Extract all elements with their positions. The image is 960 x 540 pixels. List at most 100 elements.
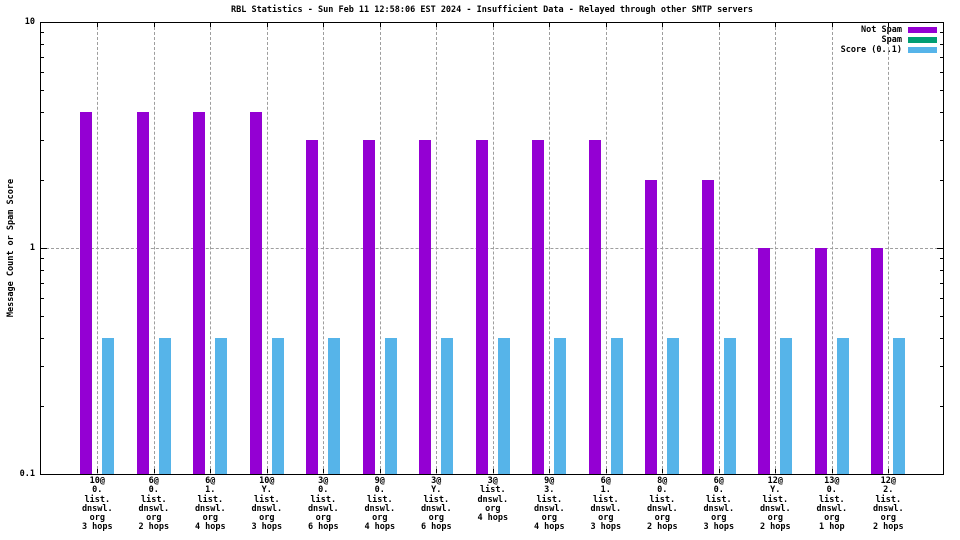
x-category-label-line: 6 hops xyxy=(420,522,452,533)
bar-not-spam xyxy=(249,111,262,474)
x-category-label-line: 2 hops xyxy=(872,522,904,533)
legend-row-score-0-1: Score (0..1) xyxy=(560,45,937,55)
x-category-label: 12@ Y. list. dnswl. org 2 hops xyxy=(747,476,803,533)
x-category-label-line: 0. xyxy=(374,485,385,496)
x-tick-top xyxy=(97,23,99,27)
x-tick-top xyxy=(605,23,607,27)
y-tick-right xyxy=(940,366,943,367)
y-tick-left xyxy=(41,112,44,113)
y-tick-left xyxy=(41,366,44,367)
x-category-label: 10@ Y. list. dnswl. org 3 hops xyxy=(239,476,295,533)
y-tick-right xyxy=(940,44,943,45)
y-tick-right xyxy=(940,72,943,73)
y-tick-label: 10 xyxy=(24,17,35,27)
x-tick-bottom xyxy=(153,469,155,473)
x-category-label-line: list. xyxy=(762,494,789,505)
x-tick-top xyxy=(323,23,325,27)
bar-score-0-1 xyxy=(723,337,736,474)
x-category-label-line: 1. xyxy=(205,485,216,496)
x-category-label-line: 3@ xyxy=(318,476,329,486)
x-category-label-line: 0. xyxy=(713,485,724,496)
x-category-label-line: dnswl. xyxy=(816,503,848,514)
bar-score-0-1 xyxy=(893,337,906,474)
x-category-label-line: 4 hops xyxy=(477,513,509,524)
y-tick-left xyxy=(41,270,44,271)
y-tick-left xyxy=(41,90,44,91)
x-category-label-line: 6@ xyxy=(148,476,159,486)
x-category-label-line: 3 hops xyxy=(590,522,622,533)
x-tick-top xyxy=(662,23,664,27)
y-tick-right xyxy=(940,406,943,407)
x-category-label-line: dnswl. xyxy=(759,503,791,514)
x-category-label-line: Y. xyxy=(431,485,442,496)
x-category-label: 8@ 0. list. dnswl. org 2 hops xyxy=(634,476,690,533)
x-category-label: 3@ Y. list. dnswl. org 6 hops xyxy=(408,476,464,533)
bar-not-spam xyxy=(871,248,884,474)
x-category-label-line: list. xyxy=(480,485,506,496)
y-tick-label: 1 xyxy=(29,243,35,253)
legend-swatch-spam xyxy=(908,37,937,43)
bar-not-spam xyxy=(814,248,827,474)
x-category-label-line: dnswl. xyxy=(194,503,226,514)
x-category-label-line: org xyxy=(767,513,783,524)
x-category-label-line: 12@ xyxy=(880,476,896,486)
legend-label-spam: Spam xyxy=(881,35,902,45)
y-tick-left xyxy=(41,338,44,339)
x-tick-top xyxy=(210,23,212,27)
x-category-label-line: list. xyxy=(84,494,111,505)
x-tick-bottom xyxy=(492,469,494,473)
y-tick-left xyxy=(41,248,47,249)
bar-score-0-1 xyxy=(554,337,567,474)
x-category-label-line: dnswl. xyxy=(703,503,735,514)
x-category-label: 6@ 0. list. dnswl. org 3 hops xyxy=(691,476,747,533)
x-tick-top xyxy=(153,23,155,27)
y-tick-right xyxy=(940,283,943,284)
x-category-label-line: 12@ xyxy=(767,476,783,486)
x-category-label: 13@ 0. list. dnswl. org 1 hop xyxy=(804,476,860,533)
x-category-label-line: org xyxy=(315,513,331,524)
y-tick-left xyxy=(41,44,44,45)
bar-not-spam xyxy=(419,140,432,474)
y-tick-left xyxy=(41,72,44,73)
y-tick-left xyxy=(41,316,44,317)
y-tick-right xyxy=(940,298,943,299)
bar-score-0-1 xyxy=(158,337,171,474)
bar-score-0-1 xyxy=(667,337,680,474)
y-tick-right xyxy=(940,112,943,113)
x-category-label-line: 9@ xyxy=(544,476,555,486)
x-category-label-line: 6@ xyxy=(600,476,611,486)
x-category-label-line: org xyxy=(428,513,444,524)
bar-score-0-1 xyxy=(271,337,284,474)
x-category-label-line: 0. xyxy=(318,485,329,496)
y-tick-left xyxy=(41,298,44,299)
y-tick-right xyxy=(940,270,943,271)
bar-score-0-1 xyxy=(215,337,228,474)
x-category-label-line: 13@ xyxy=(824,476,840,486)
x-category-label-line: org xyxy=(541,513,557,524)
x-category-label-line: 4 hops xyxy=(364,522,396,533)
legend-row-spam: Spam xyxy=(560,35,937,45)
x-category-label-line: dnswl. xyxy=(364,503,396,514)
y-tick-left xyxy=(41,406,44,407)
y-tick-right xyxy=(937,248,943,249)
bar-not-spam xyxy=(306,140,319,474)
x-category-label-line: org xyxy=(485,503,501,514)
x-category-label: 3@ 0. list. dnswl. org 6 hops xyxy=(295,476,351,533)
x-category-label-line: 6@ xyxy=(713,476,724,486)
x-tick-top xyxy=(831,23,833,27)
x-category-label: 12@ 2. list. dnswl. org 2 hops xyxy=(860,476,916,533)
x-category-label: 10@ 0. list. dnswl. org 3 hops xyxy=(69,476,125,533)
x-category-label-line: list. xyxy=(819,494,845,505)
x-category-label-line: list. xyxy=(197,494,224,505)
bar-score-0-1 xyxy=(497,337,510,474)
y-tick-right xyxy=(940,140,943,141)
bar-score-0-1 xyxy=(328,337,341,474)
x-category-label: 9@ 0. list. dnswl. org 4 hops xyxy=(352,476,408,533)
x-category-label-line: 3@ xyxy=(487,476,498,486)
y-tick-left xyxy=(41,283,44,284)
bar-not-spam xyxy=(588,140,601,474)
y-tick-right xyxy=(940,258,943,259)
x-category-label-line: list. xyxy=(367,494,393,505)
x-category-label-line: list. xyxy=(536,494,563,505)
